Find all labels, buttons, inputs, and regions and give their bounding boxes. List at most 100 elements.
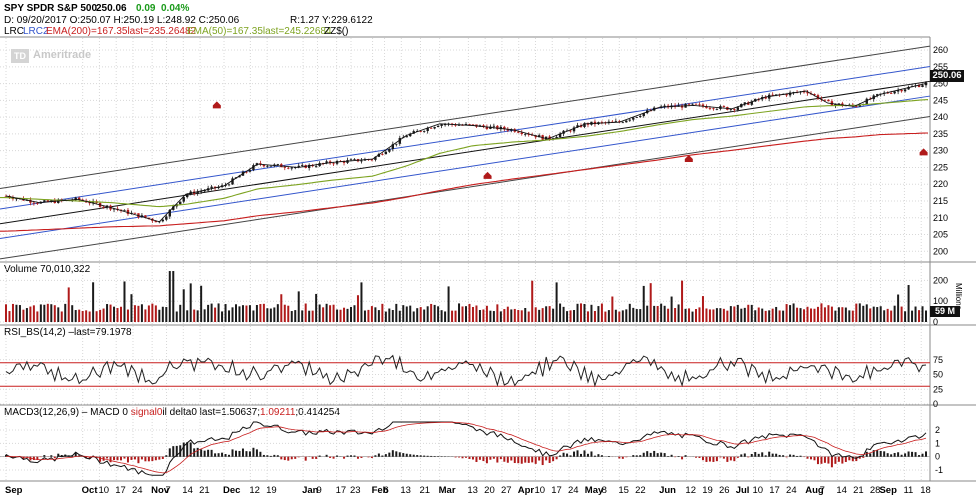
candle-body bbox=[503, 126, 506, 130]
macd-histogram-bar bbox=[555, 456, 558, 460]
x-tick-label: Mar bbox=[439, 485, 456, 496]
candle-body bbox=[426, 127, 429, 132]
x-tick-label: Feb bbox=[372, 485, 389, 496]
volume-bar bbox=[503, 309, 506, 322]
candle-body bbox=[342, 161, 346, 163]
volume-bar bbox=[318, 304, 321, 322]
volume-bar bbox=[346, 308, 349, 322]
candle-body bbox=[436, 125, 440, 128]
macd-histogram-bar bbox=[876, 450, 879, 457]
volume-bar bbox=[803, 309, 806, 322]
macd-histogram-bar bbox=[478, 456, 481, 460]
volume-bar bbox=[426, 306, 429, 322]
indicator-lrc2[interactable]: LRC2 bbox=[23, 26, 49, 37]
x-tick-label: May bbox=[585, 485, 604, 496]
volume-bar bbox=[85, 310, 88, 322]
volume-bar bbox=[834, 310, 837, 322]
candle-body bbox=[443, 124, 447, 126]
macd-histogram-bar bbox=[548, 456, 551, 463]
indicator-ema200[interactable]: EMA(200)=167.35last=235.26482 bbox=[46, 26, 197, 37]
volume-bar bbox=[126, 309, 129, 322]
volume-bar bbox=[754, 310, 757, 322]
volume-bar bbox=[151, 303, 154, 322]
volume-bar bbox=[175, 311, 178, 322]
macd-histogram-bar bbox=[670, 454, 673, 457]
volume-bar bbox=[22, 309, 25, 322]
indicator-lrc[interactable]: LRC bbox=[4, 26, 25, 37]
macd-histogram-bar bbox=[151, 456, 154, 462]
candle-body bbox=[409, 133, 412, 137]
macd-histogram-bar bbox=[858, 456, 861, 459]
macd-title-signal: signal0 bbox=[130, 407, 163, 418]
macd-histogram-bar bbox=[126, 456, 129, 463]
volume-bar bbox=[29, 306, 32, 322]
volume-bar bbox=[698, 307, 701, 322]
volume-bar bbox=[639, 309, 642, 322]
macd-histogram-bar bbox=[343, 456, 346, 459]
ratio-readout: R:1.27 Y:229.6122 bbox=[290, 15, 373, 26]
macd-histogram-bar bbox=[259, 451, 262, 457]
volume-bar bbox=[583, 303, 586, 322]
volume-bar bbox=[593, 310, 596, 322]
volume-bar bbox=[147, 305, 150, 322]
volume-bar bbox=[200, 285, 203, 322]
rsi-line bbox=[5, 354, 927, 388]
macd-histogram-bar bbox=[377, 453, 380, 457]
macd-histogram-bar bbox=[799, 455, 802, 457]
candle-body bbox=[708, 108, 712, 109]
x-tick-label: Sep bbox=[5, 485, 23, 496]
macd-histogram-bar bbox=[844, 456, 847, 462]
volume-bar bbox=[433, 304, 436, 322]
candle-body bbox=[663, 105, 666, 107]
volume-bar bbox=[193, 309, 196, 322]
zigzag-line bbox=[5, 82, 927, 223]
candle-body bbox=[213, 186, 217, 189]
volume-bar bbox=[562, 306, 565, 322]
candle-body bbox=[712, 108, 715, 110]
volume-bar bbox=[911, 310, 914, 322]
macd-histogram-bar bbox=[733, 456, 736, 462]
macd-histogram-bar bbox=[221, 452, 224, 457]
x-tick-label: 21 bbox=[199, 485, 210, 496]
macd-histogram-bar bbox=[336, 455, 339, 457]
candle-body bbox=[227, 184, 231, 186]
signal-marker-icon bbox=[483, 171, 492, 179]
volume-bar bbox=[614, 309, 617, 322]
macd-histogram-bar bbox=[137, 456, 140, 464]
macd-histogram-bar bbox=[705, 456, 708, 462]
volume-bar bbox=[736, 304, 739, 322]
macd-tick-label: 2 bbox=[935, 425, 940, 435]
candle-body bbox=[524, 133, 527, 135]
macd-histogram-bar bbox=[632, 455, 635, 457]
volume-bar bbox=[890, 310, 893, 322]
volume-tick-label: 100 bbox=[933, 296, 948, 306]
volume-bar bbox=[409, 305, 412, 322]
volume-bar bbox=[642, 285, 645, 322]
volume-bar bbox=[353, 305, 356, 322]
macd-histogram-bar bbox=[586, 453, 589, 457]
indicator-ema50[interactable]: EMA(50)=167.35last=245.22684 bbox=[187, 26, 332, 37]
macd-histogram-bar bbox=[53, 456, 56, 459]
candle-body bbox=[102, 206, 105, 208]
x-tick-label: 10 bbox=[753, 485, 764, 496]
macd-histogram-bar bbox=[743, 453, 746, 457]
volume-bar bbox=[113, 306, 116, 322]
indicator-zigzag[interactable]: ZZ$() bbox=[324, 26, 349, 37]
macd-title-delta-last: ;0.414254 bbox=[295, 407, 340, 418]
volume-bar bbox=[367, 309, 370, 322]
macd-histogram-bar bbox=[283, 456, 286, 461]
volume-bar bbox=[315, 293, 318, 322]
candle-body bbox=[806, 92, 809, 94]
volume-bar bbox=[876, 307, 879, 322]
candle-body bbox=[583, 123, 586, 128]
macd-histogram-bar bbox=[210, 449, 213, 457]
volume-bar bbox=[879, 306, 882, 322]
volume-bar bbox=[677, 304, 680, 322]
macd-histogram-bar bbox=[57, 453, 60, 457]
macd-histogram-bar bbox=[158, 456, 161, 460]
candle-body bbox=[349, 159, 353, 161]
macd-histogram-bar bbox=[639, 455, 642, 457]
candle-body bbox=[520, 132, 523, 134]
candle-body bbox=[876, 94, 879, 96]
